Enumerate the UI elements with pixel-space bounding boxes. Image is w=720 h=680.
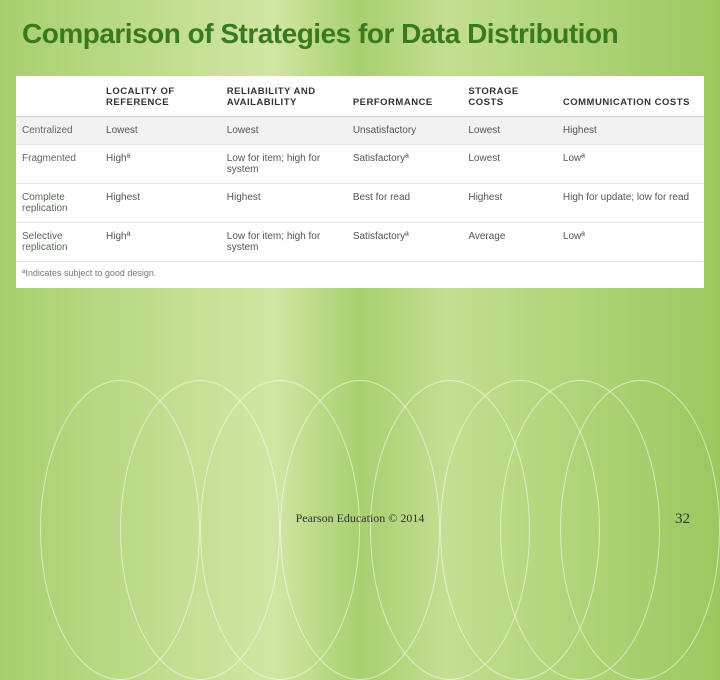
cell: Highest <box>100 184 221 223</box>
col-header-0 <box>16 76 100 117</box>
footer-credit: Pearson Education © 2014 <box>0 511 720 526</box>
page-number: 32 <box>675 511 690 528</box>
cell: Lowest <box>462 145 557 184</box>
cell: Unsatisfactory <box>347 117 463 145</box>
cell: Low for item; high for system <box>221 145 347 184</box>
cell: Satisfactoryª <box>347 145 463 184</box>
cell: Low for item; high for system <box>221 223 347 262</box>
table-row: Selective replication Highª Low for item… <box>16 223 704 262</box>
cell: Highest <box>557 117 704 145</box>
cell: Highª <box>100 223 221 262</box>
cell: Lowest <box>100 117 221 145</box>
table-row: Fragmented Highª Low for item; high for … <box>16 145 704 184</box>
col-header-performance: PERFORMANCE <box>347 76 463 117</box>
cell: Average <box>462 223 557 262</box>
cell: Lowª <box>557 145 704 184</box>
cell: Highest <box>221 184 347 223</box>
cell: Highª <box>100 145 221 184</box>
col-header-locality: LOCALITY OF REFERENCE <box>100 76 221 117</box>
cell: Fragmented <box>16 145 100 184</box>
table-header-row: LOCALITY OF REFERENCE RELIABILITY AND AV… <box>16 76 704 117</box>
cell: Lowest <box>462 117 557 145</box>
table-row: Complete replication Highest Highest Bes… <box>16 184 704 223</box>
cell: Centralized <box>16 117 100 145</box>
cell: Complete replication <box>16 184 100 223</box>
table-footnote: ªIndicates subject to good design. <box>16 262 704 288</box>
cell: Best for read <box>347 184 463 223</box>
col-header-storage: STORAGE COSTS <box>462 76 557 117</box>
page-title: Comparison of Strategies for Data Distri… <box>0 0 720 58</box>
comparison-table: LOCALITY OF REFERENCE RELIABILITY AND AV… <box>16 76 704 262</box>
cell: High for update; low for read <box>557 184 704 223</box>
cell: Highest <box>462 184 557 223</box>
col-header-communication: COMMUNICATION COSTS <box>557 76 704 117</box>
table-row: Centralized Lowest Lowest Unsatisfactory… <box>16 117 704 145</box>
cell: Lowª <box>557 223 704 262</box>
cell: Lowest <box>221 117 347 145</box>
cell: Selective replication <box>16 223 100 262</box>
comparison-table-container: LOCALITY OF REFERENCE RELIABILITY AND AV… <box>16 76 704 288</box>
decorative-arcs <box>0 460 720 540</box>
col-header-reliability: RELIABILITY AND AVAILABILITY <box>221 76 347 117</box>
cell: Satisfactoryª <box>347 223 463 262</box>
